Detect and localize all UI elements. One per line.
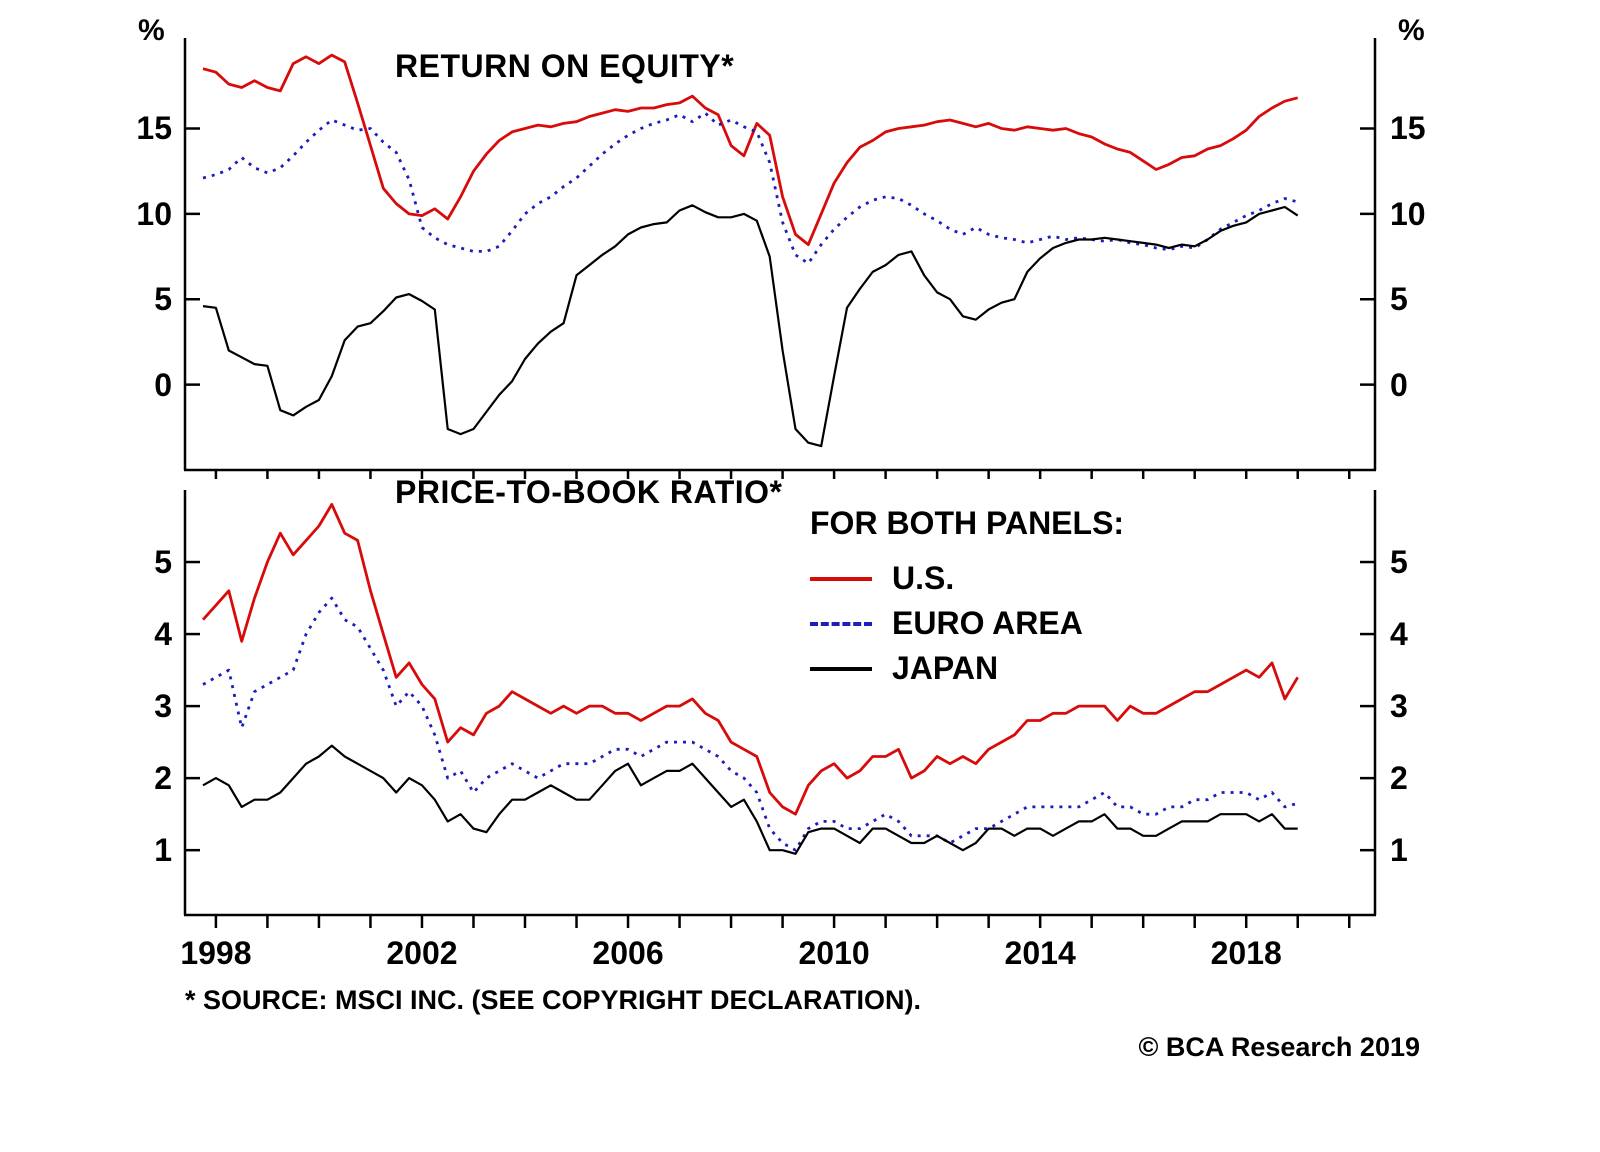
y-tick-label-left: 3 — [154, 688, 172, 725]
y-tick-label-left: 10 — [136, 195, 172, 232]
y-tick-label-left: 1 — [154, 832, 172, 869]
legend: FOR BOTH PANELS: U.S. EURO AREA JAPAN — [810, 505, 1124, 691]
y-tick-label-right: 3 — [1390, 688, 1408, 725]
x-tick-label: 2018 — [1210, 935, 1282, 971]
y-tick-label-right: 15 — [1390, 110, 1426, 147]
x-tick-label: 2010 — [798, 935, 870, 971]
legend-item-euro-area: EURO AREA — [810, 601, 1124, 646]
x-tick-label: 1998 — [180, 935, 252, 971]
y-tick-label-left: 5 — [154, 281, 172, 318]
legend-item-u-s-: U.S. — [810, 556, 1124, 601]
panel-title-roe: RETURN ON EQUITY* — [395, 48, 735, 84]
legend-label: EURO AREA — [892, 605, 1083, 641]
y-tick-label-left: 4 — [154, 616, 172, 653]
y-tick-label-right: 5 — [1390, 281, 1408, 318]
legend-items: U.S. EURO AREA JAPAN — [810, 556, 1124, 691]
japan-line-sample-icon — [810, 666, 872, 671]
x-tick-label: 2014 — [1004, 935, 1076, 971]
series-line-japan — [202, 744, 1298, 855]
x-tick-label: 2002 — [386, 935, 458, 971]
y-axis-unit-left: % — [138, 14, 165, 47]
y-tick-label-left: 0 — [154, 366, 172, 403]
y-axis-unit-right: % — [1398, 14, 1425, 47]
legend-label: JAPAN — [892, 650, 999, 686]
y-tick-label-right: 4 — [1390, 616, 1408, 653]
legend-title: FOR BOTH PANELS: — [810, 505, 1125, 541]
y-tick-label-right: 5 — [1390, 544, 1408, 581]
u-s--line-sample-icon — [810, 576, 872, 581]
y-tick-label-right: 1 — [1390, 832, 1408, 869]
series-line-u-s- — [201, 502, 1299, 816]
euro-area-line-sample-icon — [810, 621, 872, 626]
y-tick-label-left: 15 — [136, 110, 172, 147]
y-tick-label-left: 2 — [154, 760, 172, 797]
y-tick-label-right: 10 — [1390, 195, 1426, 232]
x-tick-label: 2006 — [592, 935, 664, 971]
series-line-u-s- — [202, 53, 1299, 247]
source-note: * SOURCE: MSCI INC. (SEE COPYRIGHT DECLA… — [185, 985, 922, 1015]
legend-label: U.S. — [892, 560, 955, 596]
legend-item-japan: JAPAN — [810, 646, 1124, 691]
y-tick-label-right: 0 — [1390, 366, 1408, 403]
series-line-euro-area — [202, 596, 1299, 852]
copyright-note: © BCA Research 2019 — [1138, 1032, 1420, 1062]
y-tick-label-left: 5 — [154, 544, 172, 581]
series-line-japan — [202, 204, 1299, 448]
y-tick-label-right: 2 — [1390, 760, 1408, 797]
panel-title-ptb: PRICE-TO-BOOK RATIO* — [395, 474, 783, 510]
